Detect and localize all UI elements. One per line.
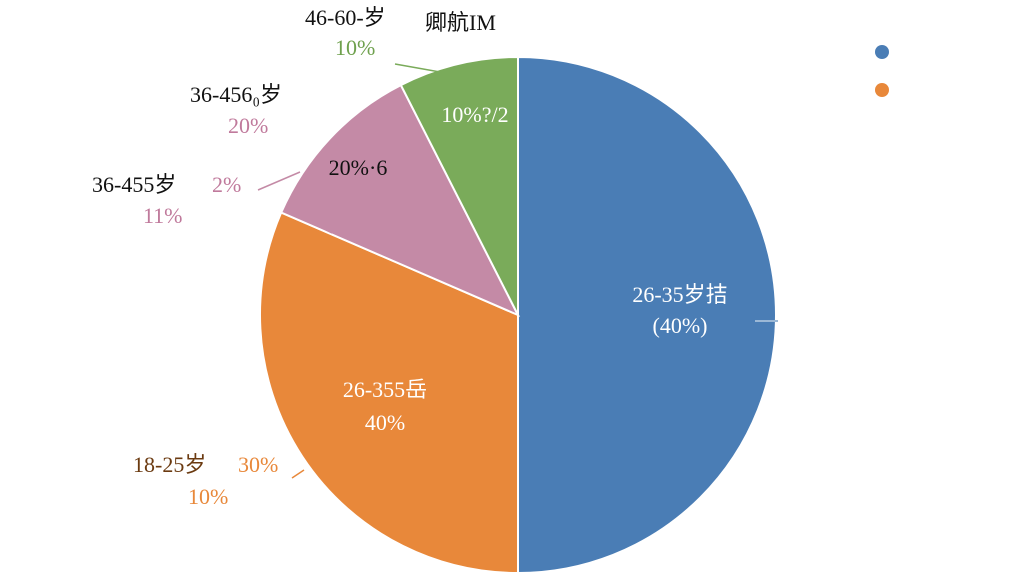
slice-label: 26-35岁拮	[632, 282, 727, 307]
callout-label: 11%	[143, 203, 183, 228]
pie-slice	[259, 211, 519, 575]
slice-label: 40%	[365, 410, 405, 435]
pie-slice	[279, 83, 521, 318]
callout-label: 46-60-岁	[305, 5, 386, 30]
callout-line	[394, 63, 441, 73]
slice-label: 10%?/2	[441, 102, 508, 127]
legend-marker	[875, 45, 889, 59]
callout-label: 36-456₀岁	[190, 82, 282, 107]
pie	[259, 55, 777, 575]
pie-slice	[399, 55, 519, 316]
slice-label: (40%)	[653, 313, 708, 338]
legend	[875, 45, 889, 97]
callout-label: 10%	[188, 484, 228, 509]
callout-label: 10%	[335, 35, 375, 60]
callout-line	[291, 469, 305, 479]
slice-label: 20%·6	[329, 155, 388, 180]
callout-label: 18-25岁	[133, 452, 206, 477]
callout-line	[257, 171, 301, 191]
callout-label: 36-455岁	[92, 172, 176, 197]
pie-slice	[517, 55, 777, 575]
callout-label: 20%	[228, 113, 268, 138]
slice-label: 26-355岳	[343, 377, 427, 402]
legend-marker	[875, 83, 889, 97]
callout-label: 30%	[238, 452, 278, 477]
callout-label: 卿航IM	[425, 10, 496, 35]
callout-line	[317, 225, 333, 234]
callout-label: 2%	[212, 172, 241, 197]
